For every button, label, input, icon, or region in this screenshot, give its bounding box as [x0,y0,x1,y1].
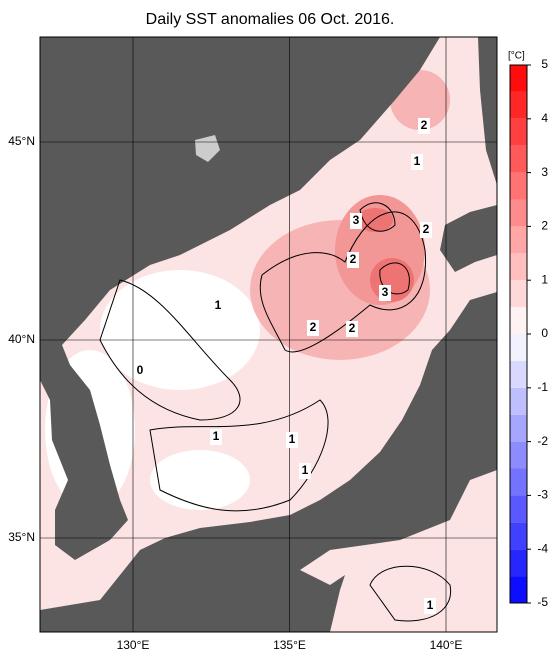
colorbar-band [510,172,527,200]
contour-label-bg [424,598,436,614]
contour-label-bg [210,429,222,445]
colorbar-band [510,334,527,361]
land [40,292,497,632]
map-area: 2 1 3 2 2 3 2 2 1 0 1 1 1 1 [40,37,497,632]
lat-tick-label: 45°N [8,134,35,148]
contour-label-bg [134,363,146,379]
colorbar-band [510,253,527,281]
colorbar-band [510,280,527,308]
colorbar-tick-label: 5 [541,57,548,71]
anomaly-zone [370,258,414,302]
contour-label-bg [418,118,430,134]
contour-label: 1 [213,429,220,443]
colorbar-tick-label: -3 [537,488,548,502]
contour-label: 2 [310,320,317,334]
colorbar-band [510,522,527,550]
contour-line [369,565,452,622]
colorbar-tick-label: 0 [541,326,548,340]
contour-label-bg [411,154,423,170]
contour-label: 3 [353,213,360,227]
contour-label-bg [212,298,224,314]
anomaly-zone [150,450,250,510]
lat-tick-label: 35°N [8,530,35,544]
lat-tick-label: 40°N [8,332,35,346]
colorbar-tick-label: -2 [537,434,548,448]
contour-label: 1 [414,154,421,168]
colorbar-band [510,387,527,415]
contour-label: 3 [382,285,389,299]
colorbar-band [510,199,527,227]
contour-label: 2 [349,321,356,335]
lon-tick-label: 140°E [430,638,463,652]
contour-label-bg [379,285,391,301]
title: Daily SST anomalies 06 Oct. 2016. [146,11,395,28]
contour-label-bg [420,222,432,238]
colorbar-band [510,91,527,119]
colorbar-band [510,118,527,146]
contour-label-bg [286,432,298,448]
colorbar-band [510,414,527,442]
colorbar-band [510,549,527,577]
sea [330,550,497,632]
contour-label: 0 [137,363,144,377]
contour-line [99,279,241,421]
contour-label: 1 [215,298,222,312]
contour-label: 1 [289,432,296,446]
colorbar-band [510,441,527,469]
anomaly-zone [357,208,393,232]
contour-label-bg [347,252,359,268]
contour-label-bg [299,463,311,479]
map-frame [39,36,498,633]
contour-label-bg [350,213,362,229]
contour-line [259,211,427,353]
colorbar-band [510,65,527,92]
land [478,37,497,185]
contour-label: 2 [423,222,430,236]
colorbar-band [510,145,527,173]
colorbar-band [510,576,527,603]
colorbar-tick-label: 3 [541,165,548,179]
colorbar-tick-label: -1 [537,380,548,394]
colorbar-tick-label: -4 [537,541,548,555]
land [40,37,440,560]
colorbar-tick-label: 4 [541,111,548,125]
lon-tick-label: 135°E [273,638,306,652]
contour-label: 2 [421,118,428,132]
colorbar-unit: [°C] [508,51,525,62]
land [440,205,497,272]
contour-line [149,399,329,512]
colorbar-band [510,307,527,334]
contour-label-bg [307,320,319,336]
colorbar-band [510,226,527,254]
anomaly-zone [100,270,260,390]
colorbar-tick-label: -5 [537,595,548,609]
contour-label-bg [346,321,358,337]
colorbar-band [510,360,527,388]
lon-tick-label: 130°E [117,638,150,652]
contour-label: 2 [350,252,357,266]
contour-label: 1 [427,598,434,612]
colorbar-band [510,468,527,496]
colorbar-band [510,495,527,523]
colorbar-tick-label: 1 [541,272,548,286]
contour-label: 1 [302,463,309,477]
colorbar-tick-label: 2 [541,219,548,233]
